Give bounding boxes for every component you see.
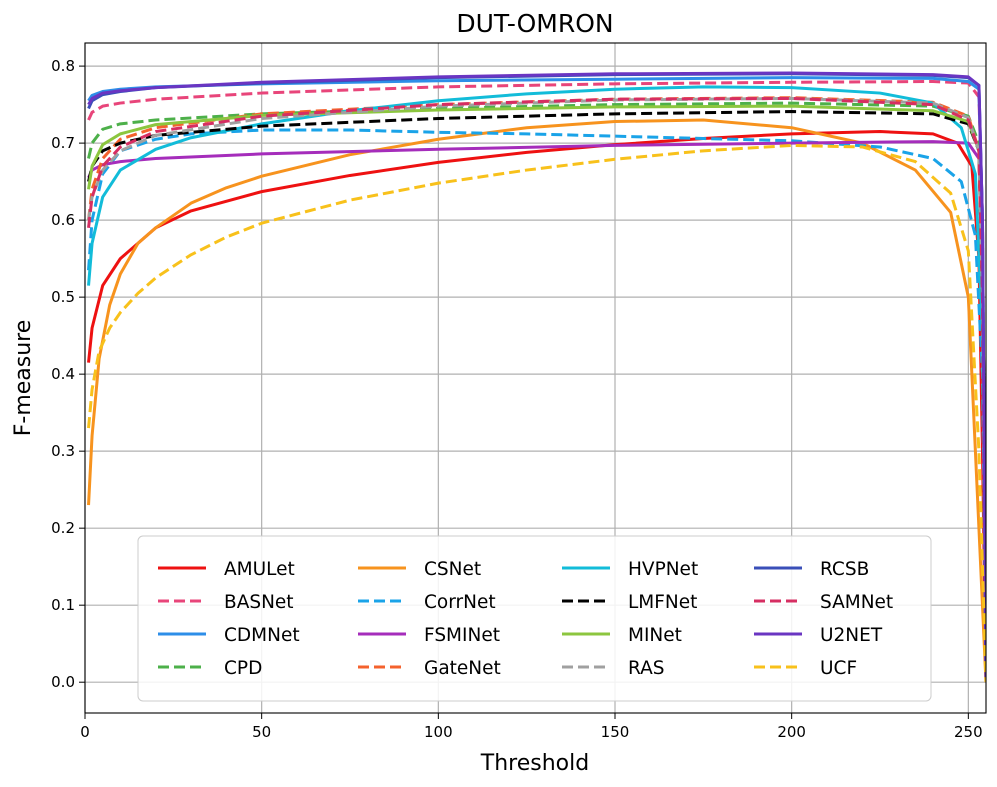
series-line-csnet: [87, 118, 986, 683]
series-line-u2net: [87, 71, 986, 683]
legend-label-gatenet: GateNet: [424, 658, 501, 679]
plot-frame: [84, 42, 987, 714]
legend-label-minet: MINet: [628, 625, 682, 646]
x-axis-title: Threshold: [480, 751, 589, 776]
legend-label-amulet: AMULet: [224, 559, 295, 580]
legend: AMULet BASNet CDMNet CPD CSNet CorrNet FSMINet…: [137, 535, 932, 702]
series-line-corrnet: [87, 128, 986, 660]
legend-label-samnet: SAMNet: [820, 592, 893, 613]
legend-label-cdmnet: CDMNet: [224, 625, 300, 646]
y-tick-label: 0.1: [51, 596, 75, 614]
x-tick-label: 50: [252, 723, 271, 741]
y-axis-title: F-measure: [11, 320, 36, 437]
x-tick-label: 200: [777, 723, 806, 741]
series-line-amulet: [87, 130, 986, 683]
x-tick-label: 250: [954, 723, 983, 741]
y-tick-label: 0.0: [51, 673, 75, 691]
series-line-cpd: [87, 101, 986, 675]
series-line-cdmnet: [87, 76, 986, 683]
series-line-hvpnet: [87, 85, 986, 667]
legend-box: [137, 535, 932, 702]
y-tick-label: 0.3: [51, 442, 75, 460]
legend-label-fsminet: FSMINet: [424, 625, 500, 646]
series-line-samnet: [87, 96, 986, 675]
legend-label-ucf: UCF: [820, 658, 857, 679]
legend-label-u2net: U2NET: [820, 625, 883, 646]
y-tick-label: 0.4: [51, 365, 75, 383]
legend-label-lmfnet: LMFNet: [628, 592, 697, 613]
y-tick-label: 0.8: [51, 57, 75, 75]
legend-label-csnet: CSNet: [424, 559, 481, 580]
series-lines: [87, 71, 986, 683]
y-tick-label: 0.6: [51, 211, 75, 229]
axis-ticks: 0 50 100 150 200 250 0.0 0.1 0.2 0.3 0.4 0.5 0.6 0.7 0…: [51, 57, 983, 741]
x-tick-label: 0: [80, 723, 90, 741]
y-tick-label: 0.2: [51, 519, 75, 537]
legend-label-corrnet: CorrNet: [424, 592, 496, 613]
legend-label-rcsb: RCSB: [820, 559, 869, 580]
legend-label-basnet: BASNet: [224, 592, 294, 613]
series-line-ucf: [87, 143, 986, 683]
y-tick-label: 0.5: [51, 288, 75, 306]
x-tick-label: 100: [424, 723, 453, 741]
series-line-basnet: [87, 80, 986, 667]
legend-label-ras: RAS: [628, 658, 665, 679]
x-tick-label: 150: [601, 723, 630, 741]
y-tick-label: 0.7: [51, 134, 75, 152]
chart-title: DUT-OMRON: [456, 9, 613, 38]
legend-label-hvpnet: HVPNet: [628, 559, 698, 580]
legend-label-cpd: CPD: [224, 658, 262, 679]
